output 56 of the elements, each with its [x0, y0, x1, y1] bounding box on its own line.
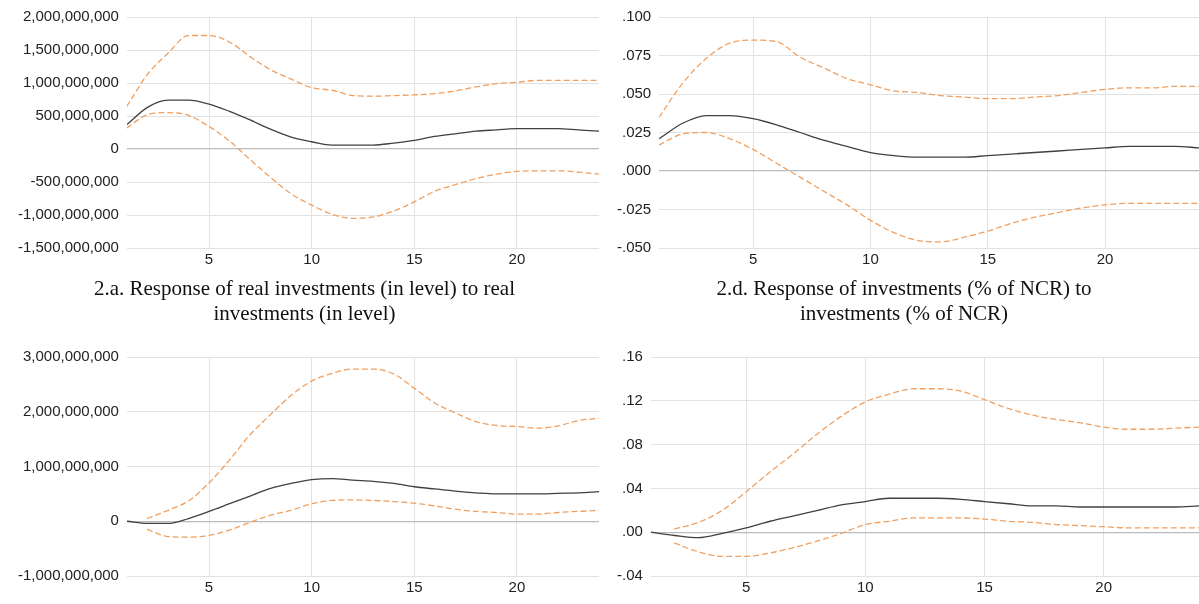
line-series [659, 39, 1199, 118]
y-tick-label: -1,000,000,000 [18, 205, 119, 223]
x-tick-label: 5 [204, 250, 214, 268]
x-tick-label: 20 [508, 578, 526, 596]
y-tick-label: 0 [110, 511, 119, 529]
x-tick-label: 5 [742, 578, 751, 596]
line-series [126, 477, 599, 525]
y-tick-label: 1,500,000,000 [22, 40, 119, 58]
y-tick-label: 0 [110, 139, 119, 157]
text: 2.a. Response of real investments (in level) to real investments (in level) [92, 276, 516, 327]
y-tick-label: -1,000,000,000 [18, 566, 119, 584]
x-tick-label: 10 [303, 578, 320, 596]
y-tick-label: 2,000,000,000 [22, 7, 119, 25]
y-tick-label: .16 [621, 347, 643, 365]
y-tick-label: .08 [621, 434, 643, 452]
y-tick-label: .12 [621, 390, 643, 408]
line-series [650, 497, 1199, 539]
x-tick-label: 10 [303, 250, 320, 268]
text: 2.d. Response of investments (% of NCR) to investments (% of NCR) [715, 276, 1093, 327]
x-tick-label: 15 [405, 578, 423, 596]
line-series [126, 112, 599, 219]
x-tick-label: 10 [862, 250, 879, 268]
line-series [674, 517, 1199, 557]
y-tick-label: 1,000,000,000 [22, 73, 119, 91]
x-tick-label: 20 [1095, 578, 1113, 596]
y-tick-label: .075 [621, 45, 652, 63]
y-tick-label: -.050 [616, 238, 652, 256]
x-tick-label: 20 [1096, 250, 1114, 268]
x-tick-label: 5 [204, 578, 214, 596]
x-tick-label: 15 [976, 578, 993, 596]
y-tick-label: 500,000,000 [35, 106, 119, 124]
x-tick-label: 10 [857, 578, 874, 596]
line-series [146, 499, 599, 538]
line-series [146, 368, 599, 520]
y-tick-label: -.025 [616, 199, 652, 217]
x-tick-label: 15 [405, 250, 423, 268]
y-tick-label: 1,000,000,000 [22, 456, 119, 474]
x-tick-label: 5 [748, 250, 758, 268]
line-series [659, 114, 1199, 158]
y-tick-label: -1,500,000,000 [18, 238, 119, 256]
x-tick-label: 15 [979, 250, 997, 268]
y-tick-label: 3,000,000,000 [22, 347, 119, 365]
y-tick-label: .050 [621, 84, 652, 102]
line-series [659, 131, 1199, 243]
line-series [126, 99, 599, 146]
y-tick-label: .025 [621, 122, 652, 140]
y-tick-label: .000 [621, 161, 652, 179]
y-tick-label: .00 [621, 522, 643, 540]
x-tick-label: 20 [508, 250, 526, 268]
line-series [126, 34, 599, 107]
line-series [674, 388, 1199, 530]
y-tick-label: .100 [621, 7, 652, 25]
y-tick-label: -.04 [616, 566, 643, 584]
y-tick-label: .04 [621, 478, 643, 496]
y-tick-label: -500,000,000 [30, 172, 119, 190]
y-tick-label: 2,000,000,000 [22, 401, 119, 419]
